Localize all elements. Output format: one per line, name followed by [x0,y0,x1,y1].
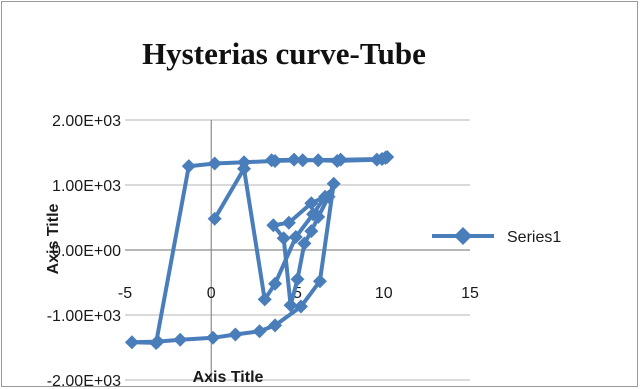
data-point [268,318,283,333]
tick-labels: 2.00E+03 1.00E+03 0.00E+00 -1.00E+03 -2.00E+… [47,113,479,388]
series-layer [124,150,395,350]
data-point [181,159,196,174]
data-point [124,335,139,350]
data-point [287,152,302,167]
x-tick-label: 10 [375,285,393,302]
data-point [281,215,296,230]
data-point [375,152,390,166]
data-point [207,156,222,171]
y-tick-label: -1.00E+03 [47,308,121,325]
data-point [268,276,283,291]
data-point [311,153,326,168]
data-point [297,236,312,251]
x-tick-label: -5 [118,285,132,302]
data-point [333,152,348,167]
data-point [295,153,310,168]
y-axis-title: Axis Title [45,203,62,274]
data-point [293,299,308,314]
data-point [283,298,298,313]
data-point [268,153,283,168]
y-tick-label: -2.00E+03 [47,373,121,388]
data-point [312,274,327,289]
x-tick-label: 15 [461,285,479,302]
legend-series-marker [454,227,472,245]
y-tick-label: 1.00E+03 [52,178,121,195]
data-point [304,224,319,239]
data-point [306,207,321,222]
data-point [290,272,305,287]
data-point [266,218,281,233]
data-point [173,332,188,347]
data-point [304,196,319,211]
data-point [326,176,341,191]
data-point [205,330,220,345]
y-tick-label: 2.00E+03 [52,113,121,130]
x-tick-label: 5 [293,285,302,302]
gridlines [125,119,470,381]
x-axis-title: Axis Title [193,369,264,386]
data-point [318,189,333,204]
data-point [237,161,252,176]
data-point [207,211,222,226]
data-point [252,324,267,339]
data-point [150,334,165,349]
data-point [288,230,303,244]
x-tick-label: 0 [207,285,216,302]
data-point [276,231,291,246]
legend-series-label: Series1 [507,229,561,246]
chart-title: Hysterias curve-Tube [142,36,426,71]
y-tick-label: 0.00E+00 [52,243,121,260]
data-point [228,327,243,342]
legend: Series1 [432,227,561,246]
data-point [257,292,272,307]
